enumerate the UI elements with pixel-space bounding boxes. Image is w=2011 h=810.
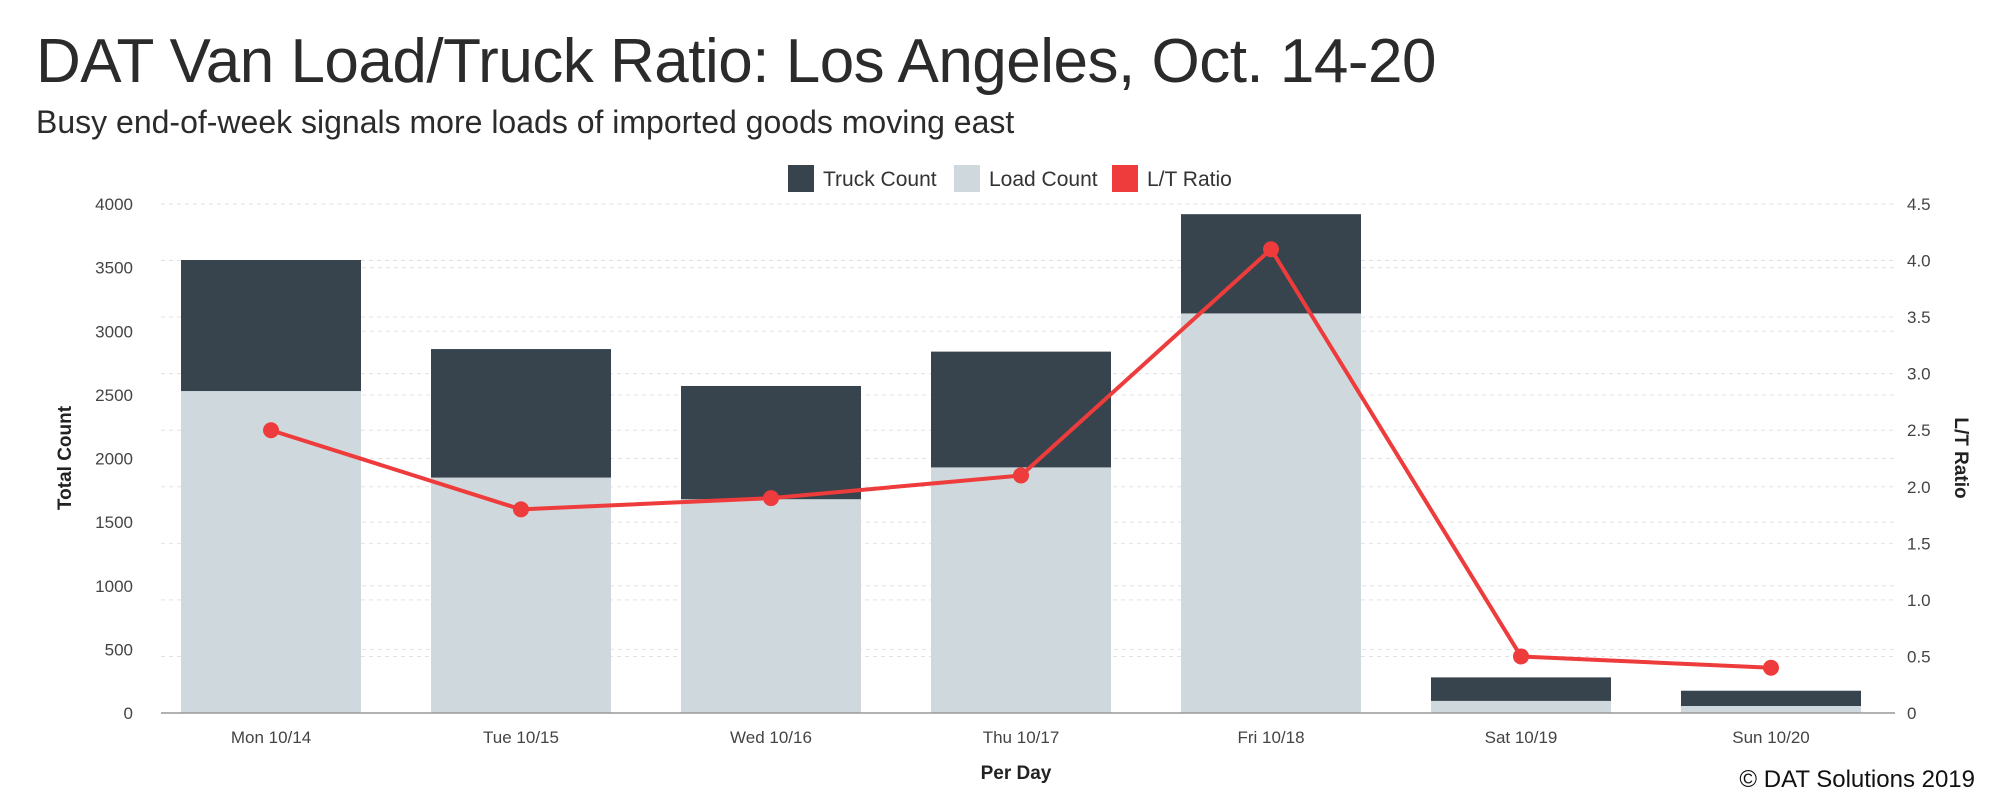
legend: Truck Count Load Count L/T Ratio [788, 165, 1232, 192]
y2-tick-label: 0 [1907, 704, 1916, 723]
y-tick-label: 0 [124, 704, 133, 723]
legend-swatch [954, 165, 980, 192]
y2-tick-label: 1.5 [1907, 534, 1931, 553]
bar-load-count [681, 499, 861, 713]
bar-load-count [181, 391, 361, 713]
y2-tick-label: 4.0 [1907, 252, 1931, 271]
copyright: © DAT Solutions 2019 [1739, 766, 1975, 793]
ratio-line [263, 241, 1779, 676]
x-tick-label: Sat 10/19 [1485, 728, 1558, 747]
x-tick-label: Sun 10/20 [1732, 728, 1810, 747]
y2-tick-label: 0.5 [1907, 647, 1931, 666]
y2-tick-label: 2.5 [1907, 421, 1931, 440]
x-tick-label: Thu 10/17 [983, 728, 1060, 747]
y2-tick-label: 3.0 [1907, 365, 1931, 384]
y-tick-label: 3000 [95, 322, 133, 341]
legend-label: Load Count [989, 168, 1098, 191]
legend-label: L/T Ratio [1147, 168, 1232, 191]
y-tick-label: 4000 [95, 195, 133, 214]
bar-truck-count [1181, 214, 1361, 314]
x-tick-label: Mon 10/14 [231, 728, 311, 747]
ratio-point [1513, 648, 1529, 665]
bar-load-count [1431, 700, 1611, 713]
y-tick-label: 1500 [95, 513, 133, 532]
bar-truck-count [681, 385, 861, 500]
y2-axis-title: L/T Ratio [1950, 417, 1971, 498]
x-tick-label: Wed 10/16 [730, 728, 812, 747]
bar-truck-count [431, 349, 611, 478]
bar-truck-count [1431, 677, 1611, 701]
ratio-point [763, 490, 779, 507]
x-tick-label: Fri 10/18 [1237, 728, 1304, 747]
y-tick-label: 2500 [95, 386, 133, 405]
chart-title: DAT Van Load/Truck Ratio: Los Angeles, O… [36, 27, 1436, 96]
ratio-point [1013, 467, 1029, 484]
axes: 0 500 1000 1500 2000 2500 3000 3500 4000 0 0.5 1.0 1… [95, 195, 1930, 747]
y2-tick-label: 3.5 [1907, 308, 1931, 327]
bar-truck-count [1681, 690, 1861, 707]
bar-truck-count [181, 259, 361, 392]
bar-load-count [1181, 313, 1361, 713]
legend-swatch [1112, 165, 1138, 192]
bar-load-count [1681, 706, 1861, 713]
y-tick-label: 1000 [95, 577, 133, 596]
bar-load-count [931, 467, 1111, 713]
y2-tick-label: 1.0 [1907, 591, 1931, 610]
bars [181, 214, 1861, 713]
x-tick-label: Tue 10/15 [483, 728, 559, 747]
bar-truck-count [931, 351, 1111, 468]
y-tick-label: 2000 [95, 450, 133, 469]
ratio-point [263, 422, 279, 439]
ratio-point [1763, 659, 1779, 676]
y-axis-title: Total Count [55, 405, 76, 510]
legend-label: Truck Count [823, 168, 937, 191]
y2-tick-label: 2.0 [1907, 478, 1931, 497]
y2-tick-label: 4.5 [1907, 195, 1931, 214]
y-tick-label: 500 [105, 640, 133, 659]
y-tick-label: 3500 [95, 259, 133, 278]
chart-subtitle: Busy end-of-week signals more loads of i… [36, 104, 1015, 140]
ratio-point [513, 501, 529, 518]
legend-swatch [788, 165, 814, 192]
x-axis-title: Per Day [981, 763, 1052, 784]
ratio-point [1263, 241, 1279, 258]
